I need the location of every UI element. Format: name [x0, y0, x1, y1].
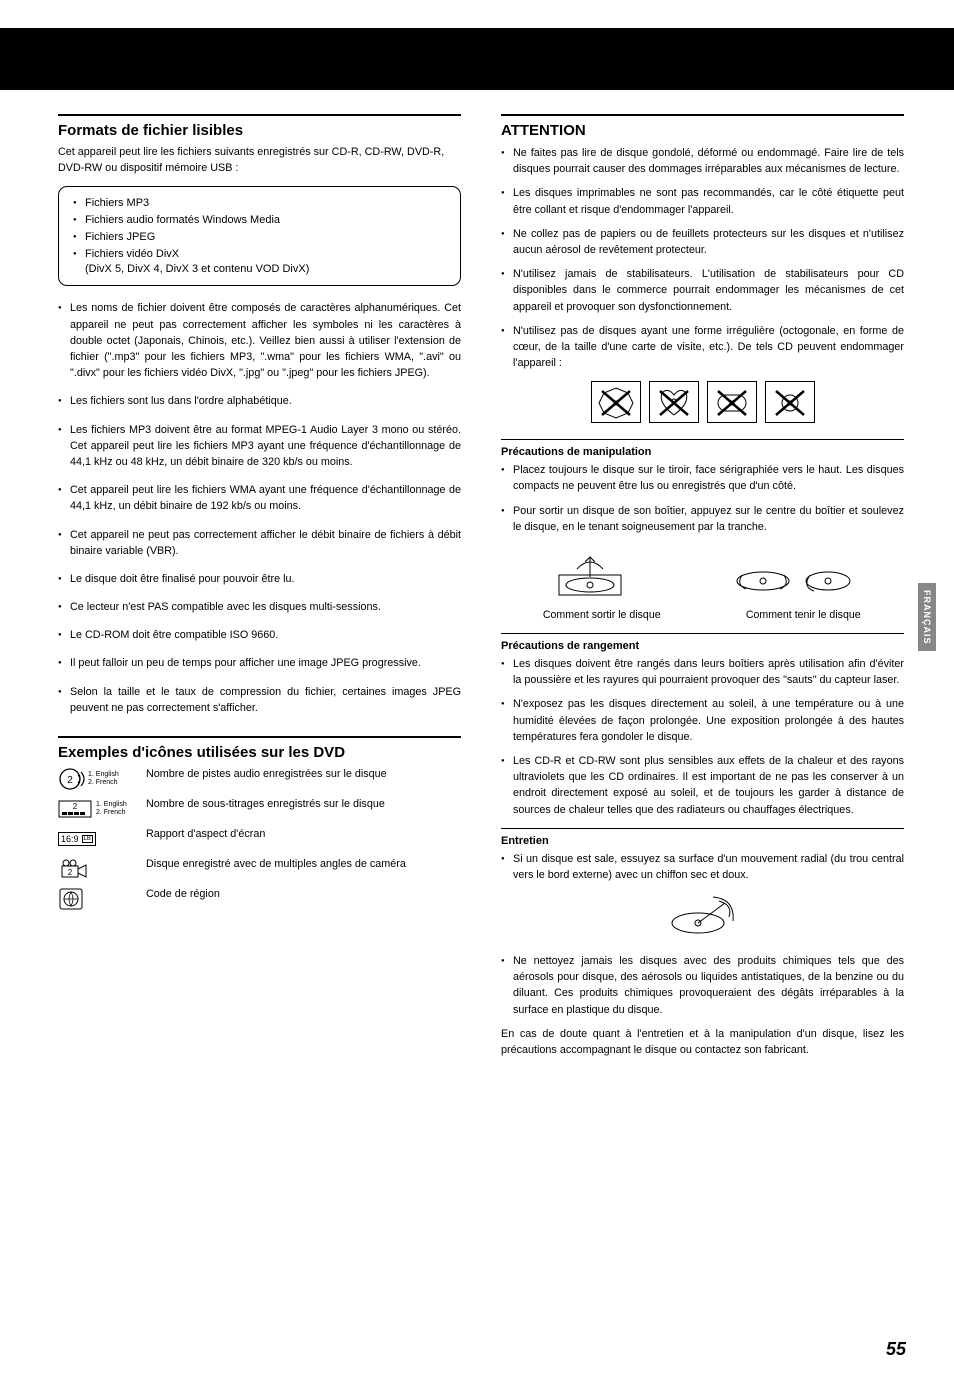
bullet: Ne faites pas lire de disque gondolé, dé… — [501, 145, 904, 177]
bullet: N'exposez pas les disques directement au… — [501, 696, 904, 745]
disc-handling-figures — [501, 547, 904, 603]
bullet: Ne nettoyez jamais les disques avec des … — [501, 953, 904, 1018]
bullet: Les fichiers sont lus dans l'ordre alpha… — [58, 393, 461, 409]
bullet: Placez toujours le disque sur le tiroir,… — [501, 462, 904, 494]
file-item: Fichiers JPEG — [73, 229, 446, 246]
wipe-figure — [501, 891, 904, 941]
bullet: Les noms de fichier doivent être composé… — [58, 300, 461, 381]
bullet: Les disques doivent être rangés dans leu… — [501, 656, 904, 688]
bullet: Le CD-ROM doit être compatible ISO 9660. — [58, 627, 461, 643]
bullet: Le disque doit être finalisé pour pouvoi… — [58, 571, 461, 587]
bullet: Si un disque est sale, essuyez sa surfac… — [501, 851, 904, 883]
bullet: Selon la taille et le taux de compressio… — [58, 684, 461, 716]
dvd-desc: Rapport d'aspect d'écran — [146, 827, 461, 843]
svg-text:2: 2 — [73, 802, 78, 811]
caption-remove: Comment sortir le disque — [501, 609, 703, 621]
bullet: Il peut falloir un peu de temps pour aff… — [58, 655, 461, 671]
bullet: Cet appareil ne peut pas correctement af… — [58, 527, 461, 559]
section-title-attention: ATTENTION — [501, 122, 904, 139]
bad-disc-shapes — [501, 381, 904, 423]
bullet: Ce lecteur n'est PAS compatible avec les… — [58, 599, 461, 615]
right-column: ATTENTION Ne faites pas lire de disque g… — [501, 114, 904, 1058]
file-formats-box: Fichiers MP3 Fichiers audio formatés Win… — [58, 186, 461, 286]
handling-title: Précautions de manipulation — [501, 446, 904, 458]
svg-text:2: 2 — [68, 868, 73, 877]
region-code-icon — [58, 887, 136, 911]
bullet: Les fichiers MP3 doivent être au format … — [58, 422, 461, 471]
audio-tracks-icon: 2 1. English2. French — [58, 767, 136, 791]
bullet: N'utilisez jamais de stabilisateurs. L'u… — [501, 266, 904, 315]
section-title-formats: Formats de fichier lisibles — [58, 122, 461, 139]
maint-title: Entretien — [501, 835, 904, 847]
file-item-sub: (DivX 5, DivX 4, DivX 3 et contenu VOD D… — [73, 263, 446, 275]
aspect-ratio-icon: 16:9 LB — [58, 827, 136, 851]
bullet: N'utilisez pas de disques ayant une form… — [501, 323, 904, 372]
header-banner — [0, 28, 954, 90]
dvd-desc: Code de région — [146, 887, 461, 903]
file-item: Fichiers audio formatés Windows Media — [73, 212, 446, 229]
camera-angle-icon: 2 — [58, 857, 136, 881]
caption-hold: Comment tenir le disque — [703, 609, 905, 621]
section-title-dvd-icons: Exemples d'icônes utilisées sur les DVD — [58, 744, 461, 761]
file-item: Fichiers MP3 — [73, 195, 446, 212]
subtitles-icon: 2 1. English2. French — [58, 797, 136, 821]
bullet: Pour sortir un disque de son boîtier, ap… — [501, 503, 904, 535]
dvd-desc: Disque enregistré avec de multiples angl… — [146, 857, 461, 873]
file-item: Fichiers vidéo DivX — [73, 246, 446, 263]
dvd-desc: Nombre de sous-titrages enregistrés sur … — [146, 797, 461, 813]
dvd-desc: Nombre de pistes audio enregistrées sur … — [146, 767, 461, 783]
bullet: Ne collez pas de papiers ou de feuillets… — [501, 226, 904, 258]
svg-text:2: 2 — [67, 775, 73, 786]
storage-title: Précautions de rangement — [501, 640, 904, 652]
left-column: Formats de fichier lisibles Cet appareil… — [58, 114, 461, 1058]
formats-intro: Cet appareil peut lire les fichiers suiv… — [58, 145, 461, 176]
bullet: Les disques imprimables ne sont pas reco… — [501, 185, 904, 217]
language-tab: FRANÇAIS — [918, 583, 936, 651]
closing-text: En cas de doute quant à l'entretien et à… — [501, 1026, 904, 1058]
bullet: Les CD-R et CD-RW sont plus sensibles au… — [501, 753, 904, 818]
bullet: Cet appareil peut lire les fichiers WMA … — [58, 482, 461, 514]
